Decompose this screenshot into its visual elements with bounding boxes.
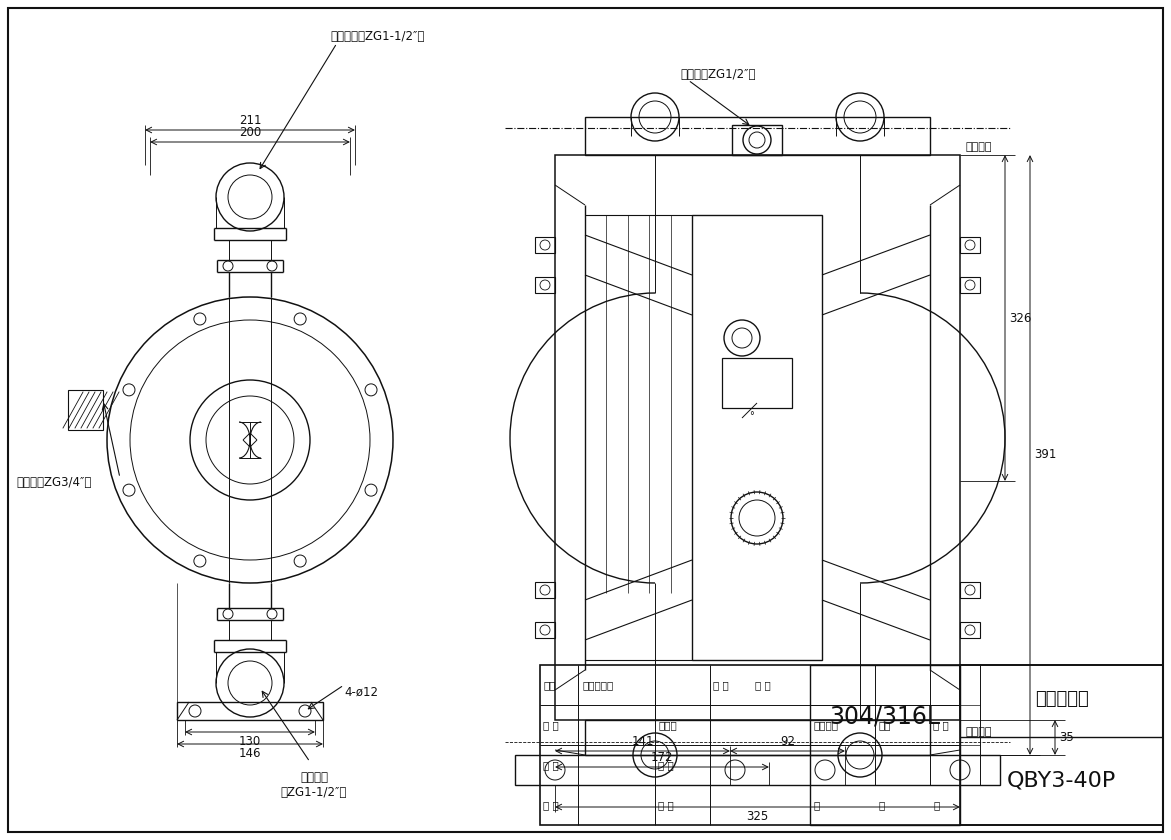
Bar	[586, 117, 930, 155]
Text: 200: 200	[239, 126, 261, 139]
Bar	[535, 622, 555, 638]
Text: 141: 141	[631, 735, 653, 748]
Text: 页: 页	[878, 800, 884, 810]
Text: 标记: 标记	[543, 680, 555, 690]
Text: 设 计: 设 计	[543, 720, 559, 730]
Text: 签 字: 签 字	[713, 680, 728, 690]
Text: （出口）: （出口）	[965, 142, 992, 152]
Text: QBY3-40P: QBY3-40P	[1007, 770, 1116, 790]
Bar	[960, 622, 980, 638]
Text: 326: 326	[1009, 312, 1032, 324]
Bar	[555, 155, 960, 720]
Text: 工 艺: 工 艺	[543, 800, 559, 810]
Bar	[732, 125, 782, 155]
Text: 172: 172	[651, 751, 673, 764]
Text: 物料进口
（ZG1-1/2″）: 物料进口 （ZG1-1/2″）	[281, 771, 347, 799]
Bar	[540, 665, 1163, 825]
Text: 35: 35	[1059, 731, 1074, 744]
Bar	[960, 237, 980, 253]
Bar	[515, 755, 1000, 785]
Text: 物料出口（ZG1-1/2″）: 物料出口（ZG1-1/2″）	[330, 30, 424, 44]
Text: 批 准: 批 准	[658, 760, 673, 770]
Text: 日 期: 日 期	[755, 680, 771, 690]
Text: 标准化: 标准化	[658, 720, 677, 730]
Text: （进口）: （进口）	[965, 727, 992, 737]
Text: 消声器（ZG3/4″）: 消声器（ZG3/4″）	[16, 475, 91, 489]
Text: 进气口（ZG1/2″）: 进气口（ZG1/2″）	[680, 69, 755, 81]
Bar	[535, 277, 555, 293]
Text: 304/316L: 304/316L	[829, 704, 940, 728]
Text: °: °	[749, 411, 754, 421]
Text: 安装尺寸图: 安装尺寸图	[1035, 690, 1088, 707]
Text: 130: 130	[239, 735, 261, 748]
Text: 重量: 重量	[878, 720, 890, 730]
Text: 审 核: 审 核	[543, 760, 559, 770]
Text: 4-ø12: 4-ø12	[344, 685, 378, 699]
Text: 146: 146	[239, 747, 261, 760]
Bar	[960, 665, 1163, 825]
Text: 92: 92	[780, 735, 795, 748]
Text: 第: 第	[933, 800, 939, 810]
Bar	[68, 390, 103, 430]
Bar	[960, 582, 980, 598]
Bar	[960, 277, 980, 293]
Bar	[535, 582, 555, 598]
Bar	[723, 358, 792, 408]
Text: 图样标记: 图样标记	[813, 720, 838, 730]
Bar	[177, 702, 323, 720]
Text: 211: 211	[239, 114, 261, 127]
Bar	[810, 665, 960, 825]
Text: 日 期: 日 期	[658, 800, 673, 810]
Text: 391: 391	[1034, 449, 1056, 461]
Text: 更改文件号: 更改文件号	[582, 680, 614, 690]
Text: 比 例: 比 例	[933, 720, 949, 730]
Text: 共: 共	[813, 800, 820, 810]
Bar	[692, 215, 822, 660]
Bar	[535, 237, 555, 253]
Text: 325: 325	[746, 810, 768, 823]
Bar	[586, 720, 930, 755]
